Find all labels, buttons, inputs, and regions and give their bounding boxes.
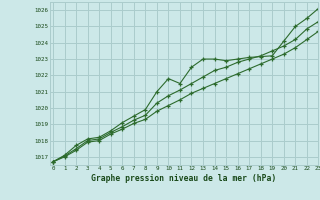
X-axis label: Graphe pression niveau de la mer (hPa): Graphe pression niveau de la mer (hPa) (92, 174, 276, 183)
